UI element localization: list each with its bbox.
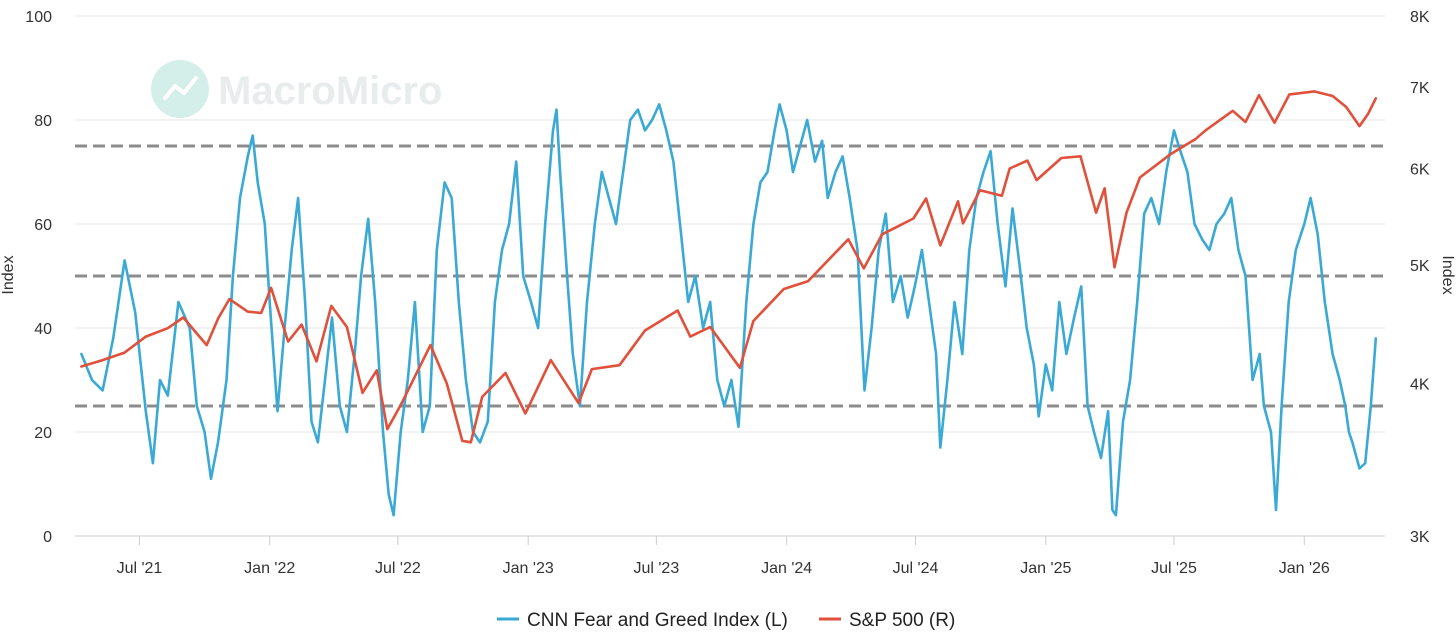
y-right-tick-label: 4K — [1410, 376, 1430, 393]
legend-item-fear-greed[interactable]: CNN Fear and Greed Index (L) — [497, 610, 788, 631]
x-tick-label: Jul '25 — [1151, 560, 1197, 577]
y-right-tick-label: 3K — [1410, 529, 1430, 546]
series-line-fear-greed — [80, 103, 1378, 517]
axes: 0 20 40 60 80 100 3K 4K 5K 6K 7K 8K Jul '21 Jan '22 Ju… — [25, 9, 1430, 577]
watermark-text: MacroMicro — [218, 69, 443, 113]
x-tick-label: Jan '24 — [761, 560, 812, 577]
x-tick-label: Jan '23 — [503, 560, 554, 577]
x-tick-label: Jan '22 — [244, 560, 295, 577]
x-tick-label: Jul '22 — [375, 560, 421, 577]
legend-label-fear-greed: CNN Fear and Greed Index (L) — [527, 610, 788, 631]
x-tick-label: Jan '25 — [1020, 560, 1071, 577]
y-left-tick-label: 0 — [43, 529, 52, 546]
y-right-tick-label: 5K — [1410, 258, 1430, 275]
watermark: MacroMicro — [151, 60, 443, 118]
y-left-tick-label: 20 — [34, 425, 52, 442]
y-left-tick-label: 40 — [34, 321, 52, 338]
x-tick-label: Jul '23 — [633, 560, 679, 577]
legend-label-sp500: S&P 500 (R) — [849, 610, 955, 631]
reference-lines — [75, 144, 1385, 408]
legend-item-sp500[interactable]: S&P 500 (R) — [819, 610, 955, 631]
series-group — [80, 90, 1378, 517]
y-left-tick-label: 80 — [34, 113, 52, 130]
y-left-axis-title: Index — [0, 255, 17, 294]
x-tick-label: Jul '21 — [117, 560, 163, 577]
watermark-logo-mark — [163, 76, 198, 100]
x-tick-label: Jul '24 — [893, 560, 939, 577]
legend: CNN Fear and Greed Index (L) S&P 500 (R) — [497, 610, 955, 631]
x-tick-label: Jan '26 — [1279, 560, 1330, 577]
y-right-tick-label: 6K — [1410, 162, 1430, 179]
y-right-tick-label: 8K — [1410, 9, 1430, 26]
y-right-tick-label: 7K — [1410, 80, 1430, 97]
series-line-sp500 — [80, 90, 1378, 444]
y-right-axis-title: Index — [1439, 255, 1456, 294]
y-left-tick-label: 60 — [34, 217, 52, 234]
y-left-tick-label: 100 — [25, 9, 52, 26]
